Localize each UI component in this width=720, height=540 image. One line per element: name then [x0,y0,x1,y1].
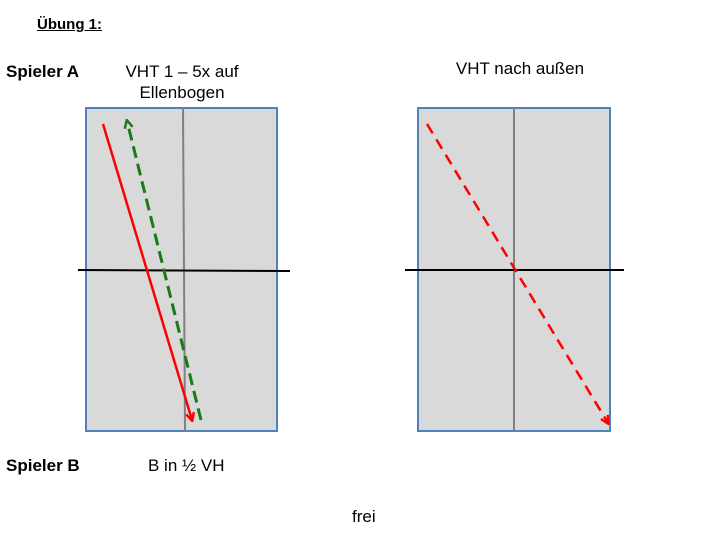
player-b-caption: B in ½ VH [148,456,225,475]
red-solid-arrow [101,123,192,420]
green-dashed-arrow [127,121,203,421]
left-court-caption: VHT 1 – 5x auf Ellenbogen [125,62,239,102]
player-b-label: Spieler B [6,456,80,475]
exercise-title: Übung 1: [37,16,102,33]
left-court-net [77,269,291,272]
red-dashed-arrow [425,123,608,423]
right-court-caption: VHT nach außen [455,59,585,78]
player-a-label: Spieler A [6,62,80,81]
left-court [77,107,291,432]
right-court [405,107,624,432]
bottom-caption-frei: frei [352,507,376,526]
